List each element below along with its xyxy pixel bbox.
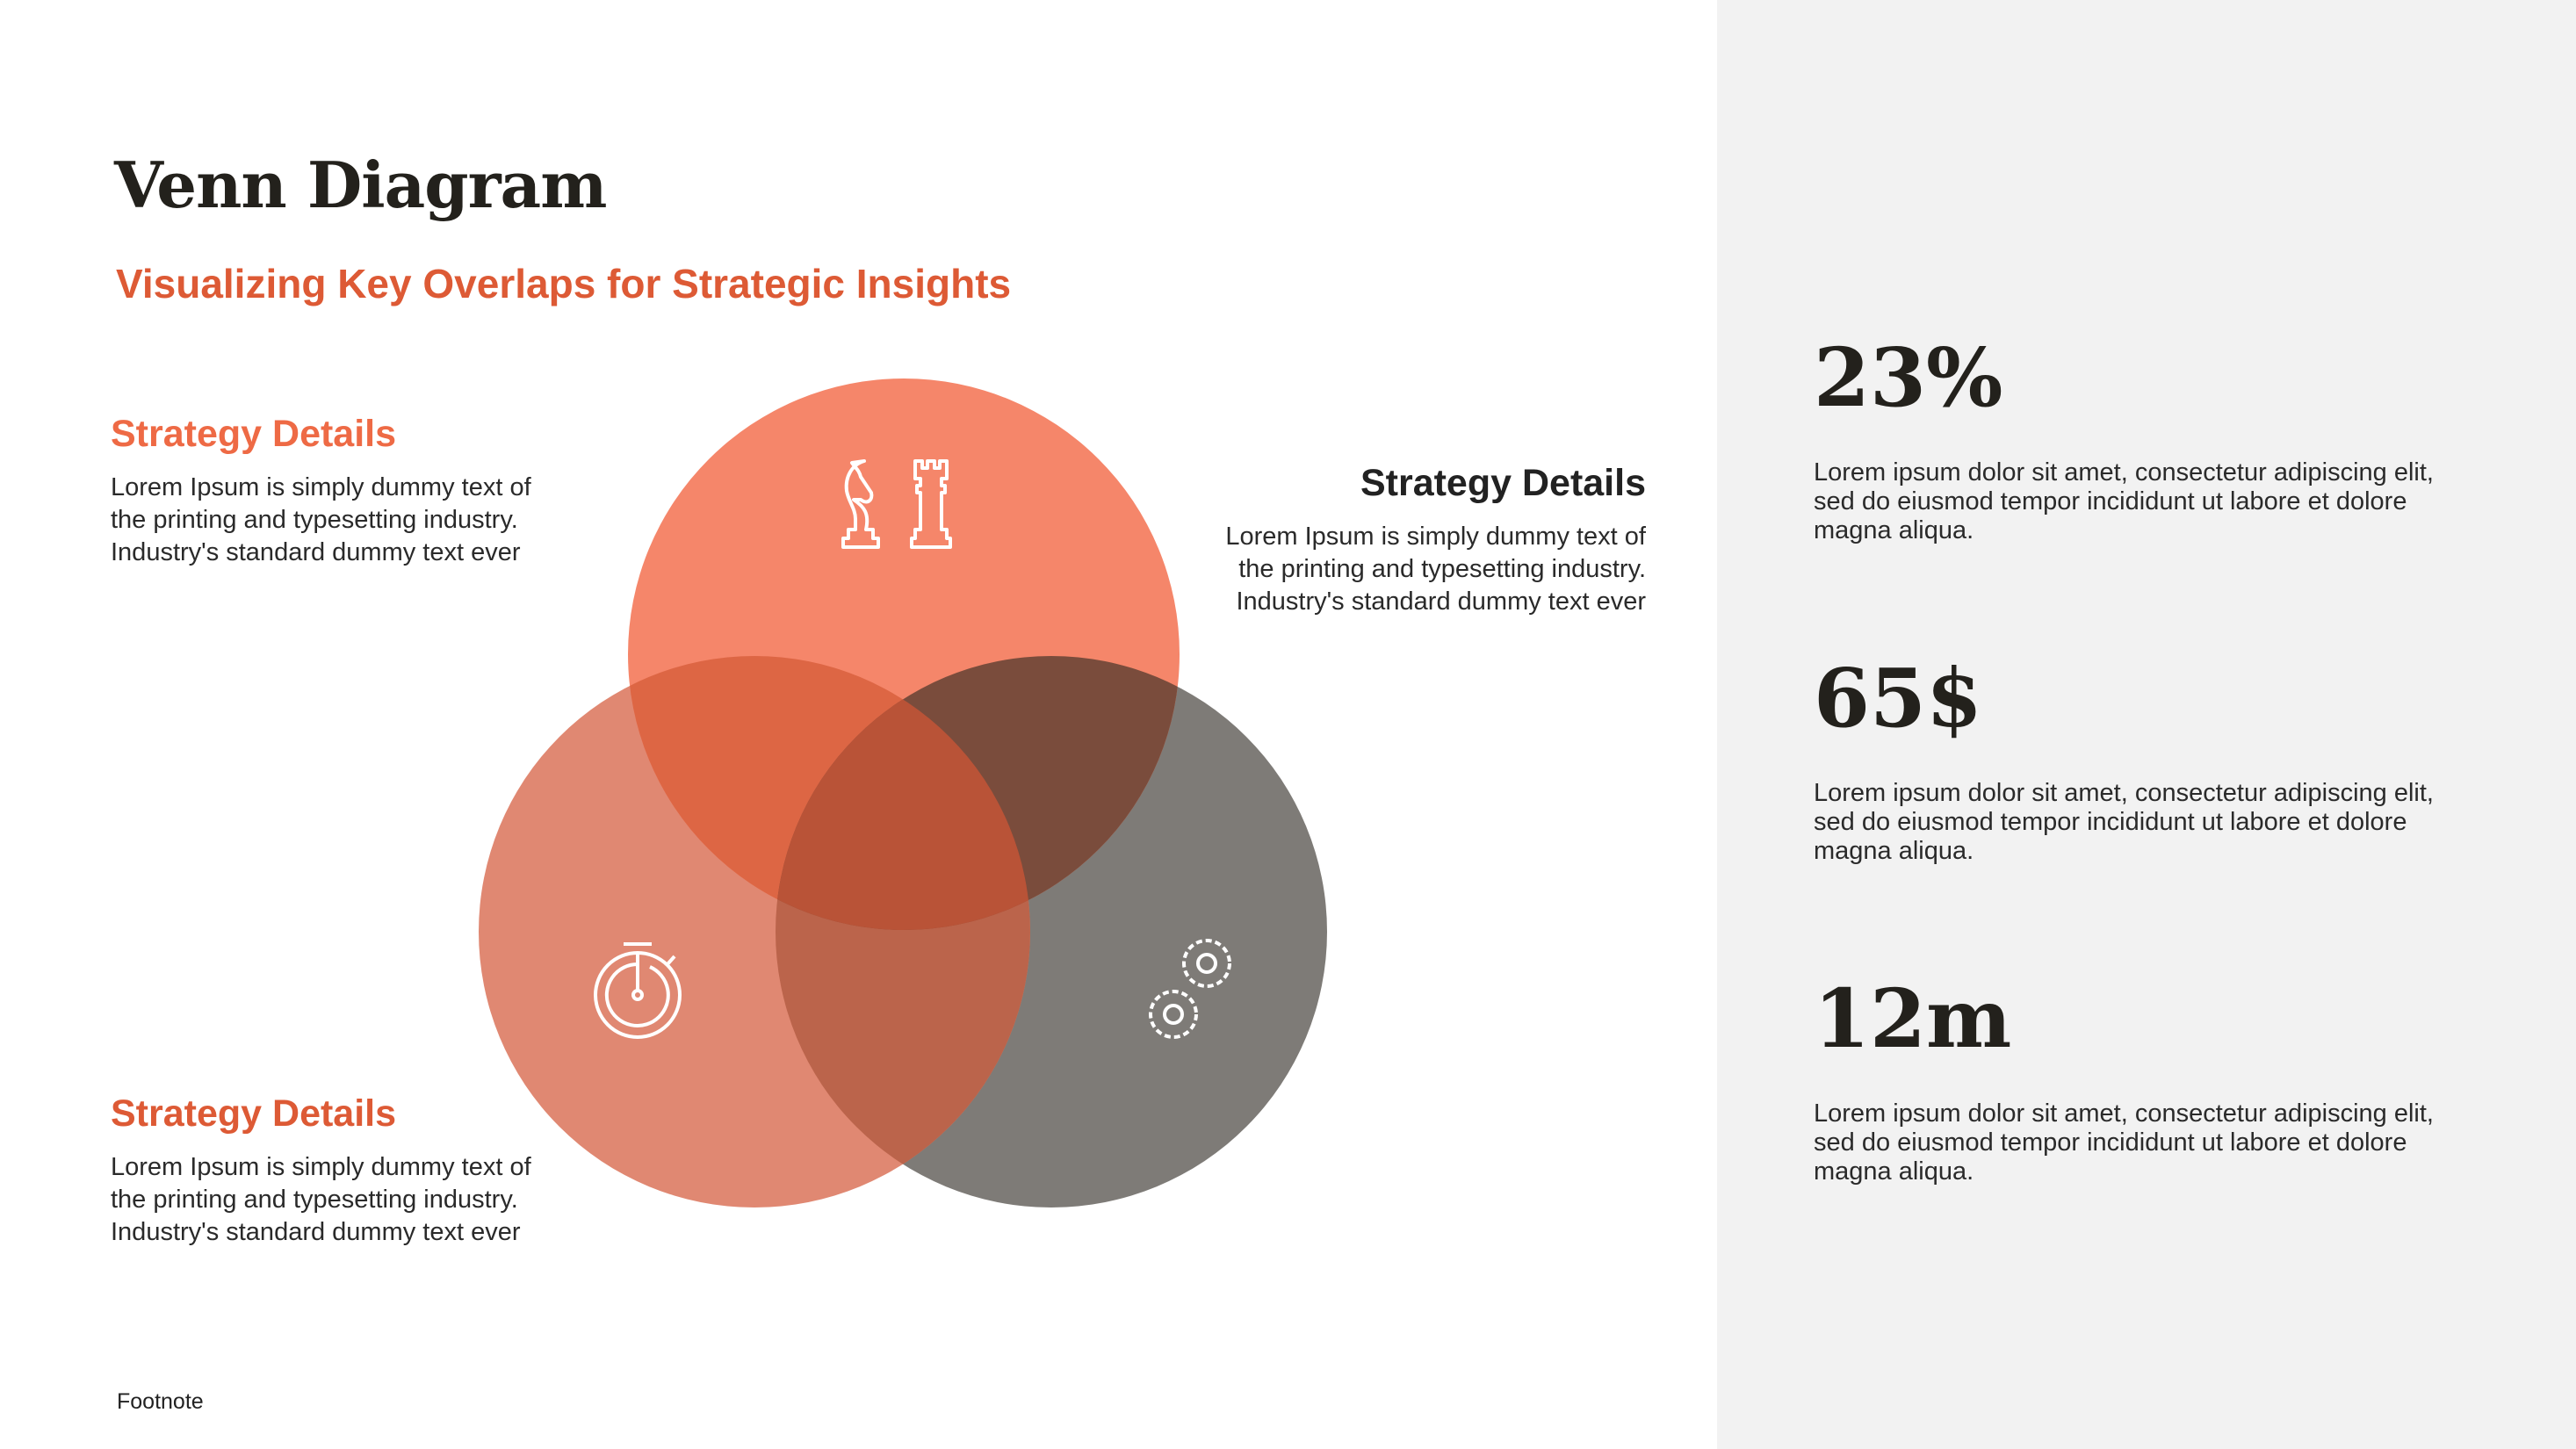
venn-diagram	[479, 378, 1327, 1208]
stat-item: 23% Lorem ipsum dolor sit amet, consecte…	[1814, 334, 2481, 545]
detail-block-top-left: Strategy Details Lorem Ipsum is simply d…	[111, 413, 567, 569]
venn-overlap-all	[776, 656, 1030, 930]
stat-value: 65$	[1814, 651, 1983, 746]
detail-block-bottom-left: Strategy Details Lorem Ipsum is simply d…	[111, 1092, 567, 1249]
detail-title: Strategy Details	[111, 413, 397, 455]
detail-title: Strategy Details	[111, 1092, 397, 1135]
page-title: Venn Diagram	[114, 148, 607, 222]
gear-hubs	[1163, 953, 1217, 1025]
stat-text: Lorem ipsum dolor sit amet, consectetur …	[1814, 1099, 2434, 1186]
gears-icon	[1149, 939, 1231, 1039]
detail-block-right: Strategy Details Lorem Ipsum is simply d…	[1189, 462, 1646, 618]
stat-text: Lorem ipsum dolor sit amet, consectetur …	[1814, 779, 2434, 865]
stat-value: 12m	[1814, 971, 2012, 1066]
stats-panel	[1717, 0, 2576, 1449]
stat-text: Lorem ipsum dolor sit amet, consectetur …	[1814, 458, 2434, 544]
detail-text: Lorem Ipsum is simply dummy text of the …	[111, 473, 531, 566]
detail-title: Strategy Details	[1360, 462, 1646, 504]
detail-text: Lorem Ipsum is simply dummy text of the …	[1225, 523, 1646, 616]
stopwatch-icon	[594, 942, 682, 1039]
stat-value: 23%	[1814, 330, 2003, 425]
stat-item: 65$ Lorem ipsum dolor sit amet, consecte…	[1814, 654, 2481, 866]
chess-icon	[841, 459, 952, 549]
footnote: Footnote	[117, 1389, 204, 1414]
stat-item: 12m Lorem ipsum dolor sit amet, consecte…	[1814, 975, 2481, 1186]
page-subtitle: Visualizing Key Overlaps for Strategic I…	[116, 261, 1012, 306]
detail-text: Lorem Ipsum is simply dummy text of the …	[111, 1153, 531, 1246]
